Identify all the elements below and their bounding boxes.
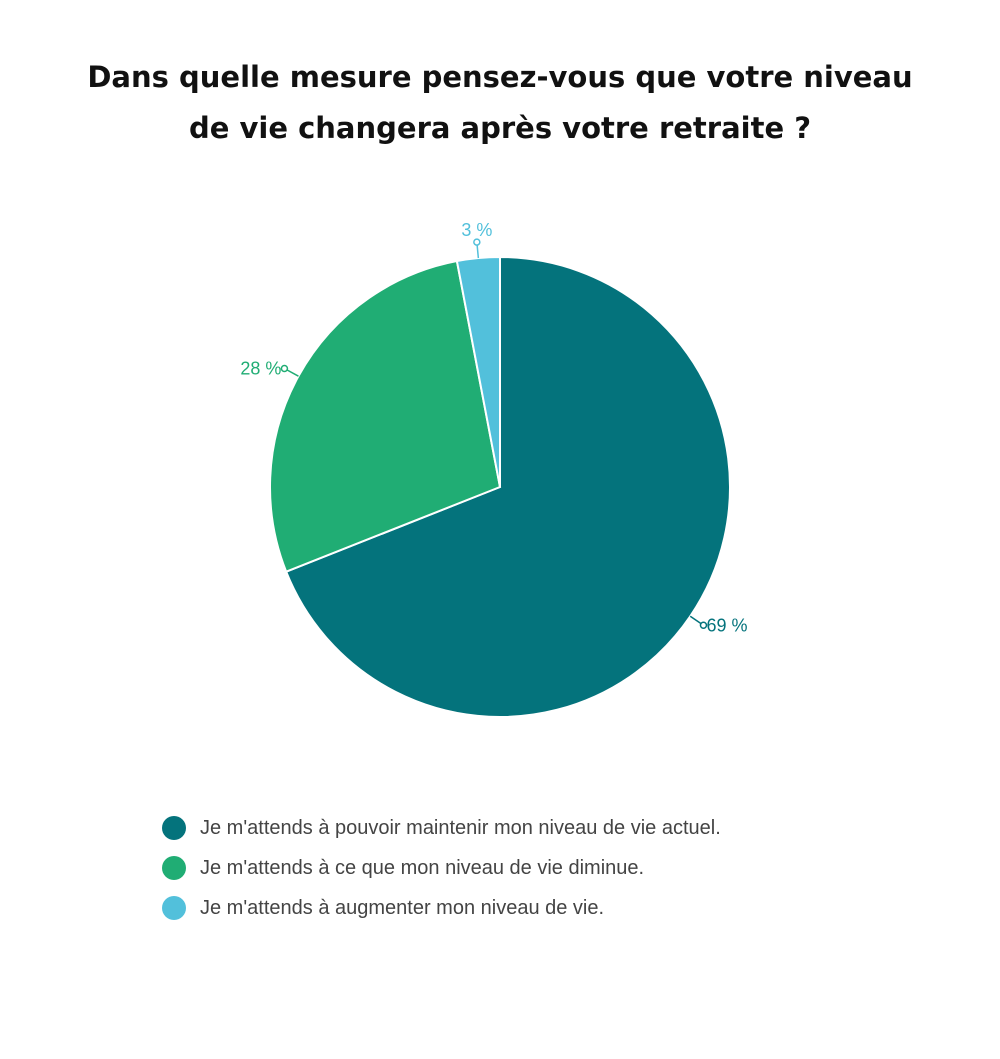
data-label: 3 %: [461, 220, 492, 240]
legend-marker: [162, 896, 186, 920]
chart-title-line-2: de vie changera après votre retraite ?: [188, 111, 812, 145]
legend-marker: [162, 856, 186, 880]
data-label: 28 %: [240, 358, 281, 378]
legend-label: Je m'attends à augmenter mon niveau de v…: [200, 896, 605, 919]
pie-slice[interactable]: [455, 255, 501, 488]
legend-label: Je m'attends à pouvoir maintenir mon niv…: [200, 816, 721, 839]
legend-item-maintain[interactable]: Je m'attends à pouvoir maintenir mon niv…: [162, 808, 721, 848]
legend-item-decrease[interactable]: Je m'attends à ce que mon niveau de vie …: [162, 848, 721, 888]
pie-slice[interactable]: [269, 259, 502, 573]
leader-dot: [280, 364, 289, 373]
data-label: 69 %: [706, 615, 747, 635]
legend-item-increase[interactable]: Je m'attends à augmenter mon niveau de v…: [162, 888, 721, 928]
legend-marker: [162, 816, 186, 840]
legend: Je m'attends à pouvoir maintenir mon niv…: [162, 808, 721, 928]
leader-dot: [699, 621, 708, 630]
legend-label: Je m'attends à ce que mon niveau de vie …: [200, 856, 645, 879]
leader-dot: [473, 238, 481, 246]
pie-slice[interactable]: [284, 255, 731, 718]
chart-title-line-1: Dans quelle mesure pensez-vous que votre…: [87, 60, 913, 94]
chart-title: Dans quelle mesure pensez-vous que votre…: [0, 52, 1000, 154]
